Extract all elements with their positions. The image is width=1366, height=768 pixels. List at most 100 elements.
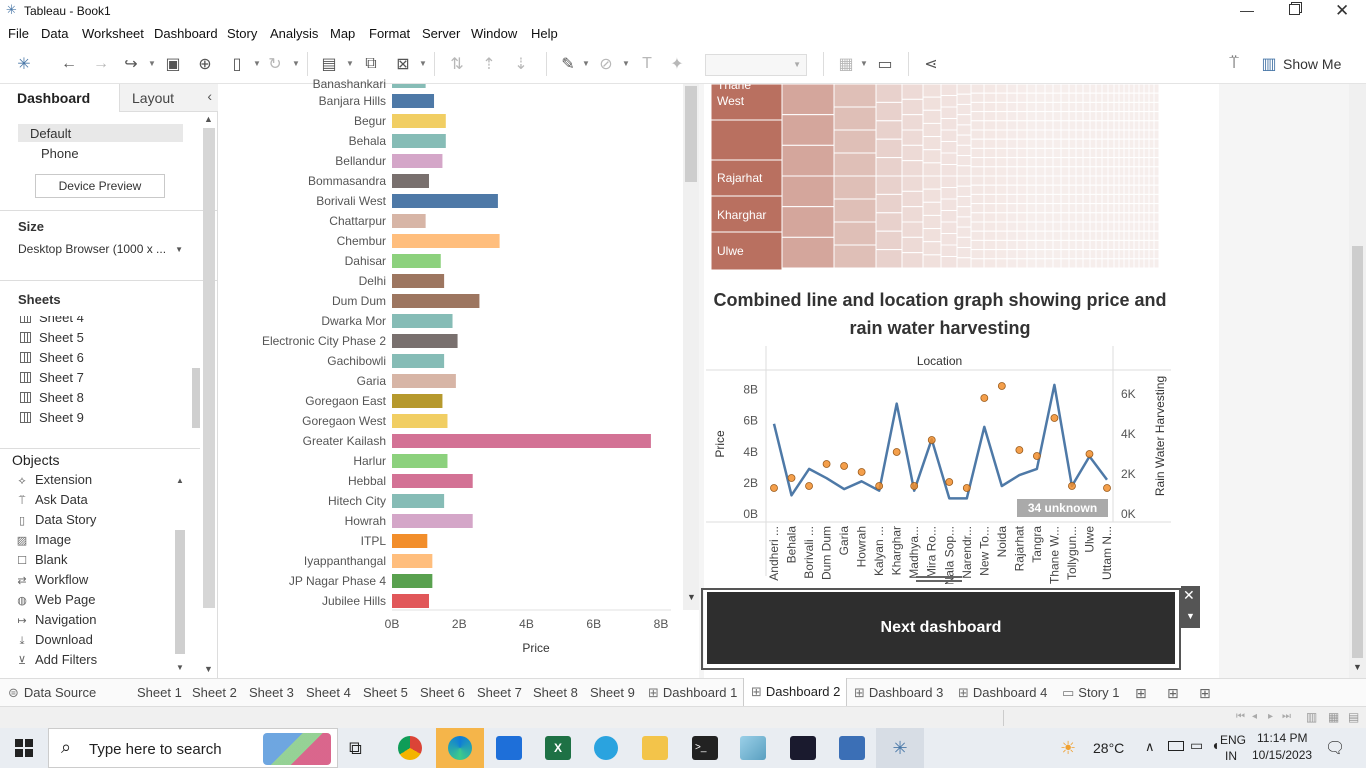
sheet-item[interactable]: Sheet 9: [20, 410, 84, 425]
tab-sheet-5[interactable]: Sheet 5: [363, 685, 408, 700]
new-datasource-icon[interactable]: ⊕: [198, 56, 212, 73]
sort-descending-icon[interactable]: ⇣: [514, 56, 528, 73]
tableau-taskbar-icon[interactable]: ✳: [876, 728, 924, 768]
menu-dashboard[interactable]: Dashboard: [154, 26, 218, 41]
volume-icon[interactable]: ◖: [1211, 737, 1220, 753]
sort-ascending-icon[interactable]: ⇡: [482, 56, 496, 73]
objects-scroll-up-icon[interactable]: ▲: [176, 476, 184, 485]
lang-secondary[interactable]: IN: [1225, 749, 1237, 763]
tab-nav-first-icon[interactable]: ⏮: [1236, 711, 1245, 722]
new-worksheet-icon[interactable]: ▤: [321, 56, 337, 73]
excel-icon[interactable]: X: [545, 736, 571, 760]
ask-data-toolbar-icon[interactable]: ⍡: [1229, 55, 1239, 72]
tab-dashboard-2-active[interactable]: ⊞ Dashboard 2: [743, 678, 847, 707]
replay-dropdown-icon[interactable]: ▼: [148, 59, 156, 68]
network-icon[interactable]: ▭: [1190, 737, 1204, 753]
lang-primary[interactable]: ENG: [1220, 733, 1247, 747]
tab-dashboard-1[interactable]: ⊞ Dashboard 1: [648, 685, 738, 700]
sheet-item[interactable]: Sheet 6: [20, 350, 84, 365]
replay-icon[interactable]: ↪: [124, 56, 138, 73]
object-web-page[interactable]: ◍ Web Page: [17, 592, 96, 607]
tab-story-1[interactable]: ▭ Story 1: [1062, 685, 1120, 700]
redo-icon[interactable]: →: [93, 55, 109, 72]
object-workflow[interactable]: ⇄ Workflow: [17, 572, 89, 587]
presentation-mode-icon[interactable]: ▭: [877, 56, 893, 73]
group-icon[interactable]: ⊘: [599, 56, 613, 73]
tab-sheet-3[interactable]: Sheet 3: [249, 685, 294, 700]
pane-scroll-up-icon[interactable]: ▲: [204, 114, 213, 124]
new-worksheet-tab-icon[interactable]: ⊞: [1135, 685, 1147, 701]
new-story-tab-icon[interactable]: ⊞: [1199, 685, 1211, 701]
tab-nav-last-icon[interactable]: ⏭: [1282, 711, 1291, 722]
size-dropdown[interactable]: Desktop Browser (1000 x ... ▼: [18, 242, 183, 256]
pin-icon[interactable]: ✦: [670, 56, 684, 73]
close-window-icon[interactable]: ✕: [1335, 1, 1350, 20]
taskbar-search-box[interactable]: ⌕ Type here to search: [48, 728, 338, 768]
show-cards-dropdown-icon[interactable]: ▼: [860, 59, 868, 68]
menu-help[interactable]: Help: [531, 26, 558, 41]
edge-icon[interactable]: [436, 728, 484, 768]
restore-icon[interactable]: [1289, 4, 1300, 15]
pane-scrollbar[interactable]: [203, 128, 215, 608]
windows-start-icon[interactable]: [15, 739, 33, 757]
menu-server[interactable]: Server: [422, 26, 461, 41]
object-image[interactable]: ▨ Image: [16, 532, 72, 547]
swap-rows-columns-icon[interactable]: ⇅: [450, 56, 464, 73]
save-icon[interactable]: ▣: [165, 56, 181, 73]
objects-scroll-down-icon[interactable]: ▼: [176, 663, 184, 672]
undo-icon[interactable]: ←: [61, 55, 77, 72]
tab-data-source[interactable]: ⊜ Data Source: [8, 685, 97, 700]
container-handle[interactable]: [916, 574, 966, 584]
label-icon[interactable]: T: [642, 55, 652, 72]
refresh-dropdown-icon[interactable]: ▼: [292, 59, 300, 68]
filmstrip-view-icon[interactable]: ▥: [1306, 710, 1318, 724]
sorter-view-icon[interactable]: ▦: [1328, 710, 1340, 724]
menu-map[interactable]: Map: [330, 26, 356, 41]
menu-analysis[interactable]: Analysis: [270, 26, 319, 41]
tab-sheet-7[interactable]: Sheet 7: [477, 685, 522, 700]
pause-updates-icon[interactable]: ▯: [232, 56, 242, 73]
pause-dropdown-icon[interactable]: ▼: [253, 59, 261, 68]
tab-layout[interactable]: Layout ‹: [119, 84, 218, 112]
bar-scrollbar[interactable]: ▼: [683, 84, 699, 610]
bar-scroll-down-icon[interactable]: ▼: [687, 592, 696, 602]
tab-dashboard[interactable]: Dashboard: [0, 84, 119, 112]
tab-sheet-4[interactable]: Sheet 4: [306, 685, 351, 700]
sheet-item[interactable]: Sheet 5: [20, 330, 84, 345]
chrome-icon[interactable]: [398, 736, 422, 760]
tableau-home-icon[interactable]: ✳: [17, 56, 31, 73]
collapse-pane-icon[interactable]: ‹: [207, 88, 212, 104]
device-phone[interactable]: Phone: [41, 146, 79, 161]
show-me-button[interactable]: Show Me: [1283, 56, 1342, 72]
show-me-icon[interactable]: ▥: [1261, 56, 1277, 73]
clear-dropdown-icon[interactable]: ▼: [419, 59, 427, 68]
menu-window[interactable]: Window: [471, 26, 518, 41]
sheet-item[interactable]: Sheet 7: [20, 370, 84, 385]
weather-text[interactable]: 28°C: [1093, 740, 1125, 756]
task-view-icon[interactable]: ⧉: [349, 738, 362, 758]
unknown-badge[interactable]: 34 unknown: [1017, 499, 1108, 517]
tab-nav-prev-icon[interactable]: ◂: [1252, 711, 1258, 722]
menu-format[interactable]: Format: [369, 26, 411, 41]
file-explorer-icon[interactable]: [642, 736, 668, 760]
object-download[interactable]: ⤓ Download: [16, 632, 93, 648]
app-icon[interactable]: [790, 736, 816, 760]
device-default[interactable]: Default: [18, 124, 183, 142]
clock-date[interactable]: 10/15/2023: [1252, 748, 1313, 762]
tab-sheet-1[interactable]: Sheet 1: [137, 685, 182, 700]
menu-worksheet[interactable]: Worksheet: [82, 26, 144, 41]
object-menu-icon[interactable]: ▼: [1186, 611, 1195, 621]
mail-icon[interactable]: [496, 736, 522, 760]
battery-icon[interactable]: [1168, 741, 1184, 751]
object-extension[interactable]: ⟡ Extension: [16, 472, 92, 488]
highlight-icon[interactable]: ✎: [561, 56, 575, 73]
tab-dashboard-4[interactable]: ⊞ Dashboard 4: [958, 685, 1048, 700]
terminal-icon[interactable]: >_: [692, 736, 718, 760]
object-add-filters[interactable]: ⊻ Add Filters: [17, 652, 98, 667]
sheets-scrollbar[interactable]: [192, 368, 200, 428]
pane-scroll-down-icon[interactable]: ▼: [204, 664, 213, 674]
notifications-icon[interactable]: 🗨: [1325, 740, 1346, 757]
tab-sheet-2[interactable]: Sheet 2: [192, 685, 237, 700]
menu-story[interactable]: Story: [227, 26, 258, 41]
tabs-view-icon[interactable]: ▤: [1348, 710, 1360, 724]
